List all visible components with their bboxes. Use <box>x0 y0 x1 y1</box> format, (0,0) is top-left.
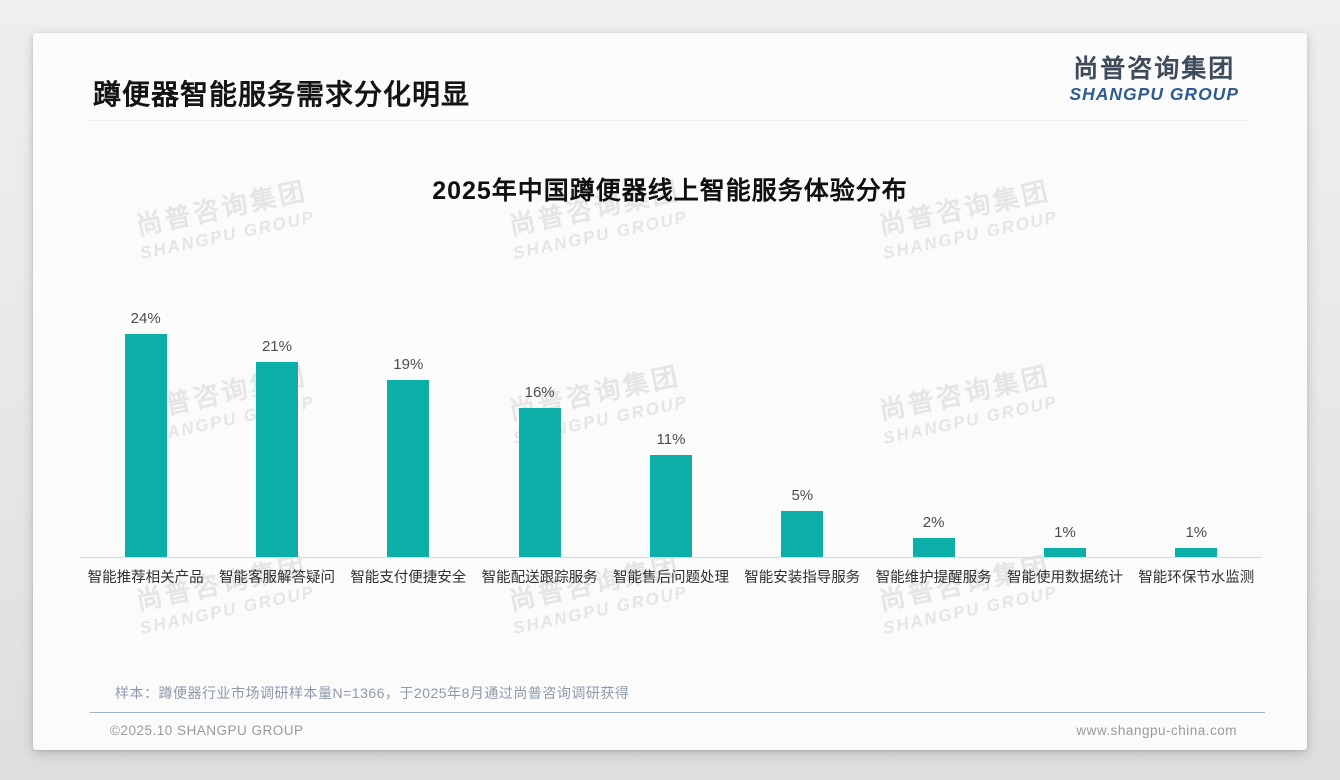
bar <box>124 333 167 557</box>
bar-column: 24% <box>80 310 211 557</box>
bar-category-label: 智能维护提醒服务 <box>875 570 992 586</box>
bar-value-label: 1% <box>1054 523 1076 541</box>
bar <box>781 510 824 557</box>
bar <box>387 380 430 557</box>
bar-category-label: 智能支付便捷安全 <box>350 570 467 586</box>
logo-chinese-text: 尚普咨询集团 <box>1073 55 1236 83</box>
bar-column: 19% <box>343 356 474 557</box>
bar <box>518 408 561 557</box>
chart-title: 2025年中国蹲便器线上智能服务体验分布 <box>432 177 908 205</box>
bar-column: 1% <box>1131 524 1262 557</box>
bar-value-label: 2% <box>922 514 945 532</box>
bar-value-label: 5% <box>791 486 814 504</box>
category-labels-row: 智能推荐相关产品 智能客服解答疑问 智能支付便捷安全 智能配送跟踪服务 智能售后问题处理… <box>80 566 1262 587</box>
bar-value-label: 16% <box>524 384 555 402</box>
bar-value-label: 1% <box>1185 523 1208 541</box>
bar-value-label: 19% <box>393 356 424 374</box>
footer-copyright: ©2025.10 SHANGPU GROUP <box>110 723 304 738</box>
bars-row: 24% 21% 19% 16% 11% 5% 2% 1% 1% <box>80 233 1262 557</box>
bar-column: 21% <box>211 338 342 557</box>
bar <box>255 361 298 557</box>
bar-column: 2% <box>868 514 999 557</box>
bar <box>912 538 955 557</box>
footer-divider <box>90 712 1265 713</box>
bar <box>1043 547 1086 557</box>
bar-value-label: 11% <box>656 430 686 448</box>
bar-category-label: 智能客服解答疑问 <box>218 570 335 586</box>
bar-category-label: 智能安装指导服务 <box>744 570 861 586</box>
bar-category-label: 智能配送跟踪服务 <box>481 570 598 586</box>
bar-category-label: 智能使用数据统计 <box>1006 570 1123 586</box>
bar-column: 1% <box>999 524 1130 557</box>
x-axis-line <box>80 557 1262 558</box>
header-divider <box>90 120 1250 121</box>
bar-column: 16% <box>474 384 605 557</box>
sample-note: 样本：蹲便器行业市场调研样本量N=1366，于2025年8月通过尚普咨询调研获得 <box>115 685 630 701</box>
bar-value-label: 24% <box>130 309 161 327</box>
bar-category-label: 智能环保节水监测 <box>1138 570 1255 586</box>
bar <box>1175 547 1218 557</box>
bar-value-label: 21% <box>261 337 292 355</box>
footer-website: www.shangpu-china.com <box>1076 723 1237 738</box>
bar-column: 11% <box>605 431 736 557</box>
slide-card: 尚普咨询集团 SHANGPU GROUP 尚普咨询集团 SHANGPU GROUP 尚普… <box>33 33 1307 750</box>
slide-content: 蹲便器智能服务需求分化明显 尚普咨询集团 SHANGPU GROUP 2025年… <box>33 33 1307 750</box>
logo-english-text: SHANGPU GROUP <box>1069 83 1239 104</box>
page-title: 蹲便器智能服务需求分化明显 <box>93 79 471 110</box>
company-logo: 尚普咨询集团 SHANGPU GROUP <box>1069 55 1239 104</box>
bar-category-label: 智能推荐相关产品 <box>87 570 204 586</box>
bar-category-label: 智能售后问题处理 <box>612 570 729 586</box>
bar <box>649 454 692 557</box>
bar-column: 5% <box>737 486 868 557</box>
